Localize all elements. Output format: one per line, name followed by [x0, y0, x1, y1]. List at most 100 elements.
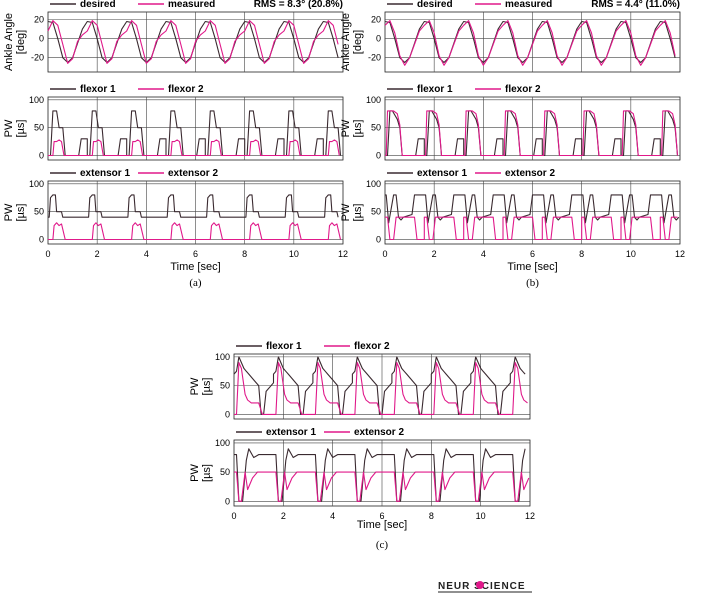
x-tick-label: 12: [675, 249, 685, 259]
series-line-extensor-1: [48, 194, 339, 218]
y-tick-label: 50: [34, 207, 44, 217]
x-tick-label: 2: [432, 249, 437, 259]
y-tick-label: 100: [215, 352, 230, 362]
y-tick-label: 0: [376, 151, 381, 161]
legend-label: measured: [168, 0, 215, 10]
x-axis-label: Time [sec]: [357, 519, 407, 531]
panel-1: 0 50 100 PW[µs] flexor 1 flexor 2: [340, 84, 681, 161]
x-tick-label: 2: [281, 511, 286, 521]
y-tick-label: 0: [225, 496, 230, 506]
legend-label: flexor 2: [354, 341, 390, 352]
y-tick-label: 100: [215, 438, 230, 448]
legend-label: extensor 2: [168, 168, 218, 179]
subfigure-caption: (c): [376, 539, 389, 551]
legend-label: flexor 1: [266, 341, 302, 352]
y-axis-label: Ankle Angle[deg]: [3, 13, 27, 71]
legend-label: extensor 1: [417, 168, 467, 179]
panel-0: -20 0 20 Ankle Angle[deg] desired measured RMS…: [3, 0, 344, 73]
y-tick-label: 0: [39, 235, 44, 245]
y-axis-label: PW[µs]: [340, 203, 364, 221]
x-tick-label: 0: [231, 511, 236, 521]
y-tick-label: -20: [31, 53, 44, 63]
series-line-extensor-2: [234, 471, 530, 502]
series-line-flexor-2: [234, 362, 528, 415]
y-axis-label: PW[µs]: [189, 464, 213, 482]
x-tick-label: 6: [530, 249, 535, 259]
y-tick-label: 0: [39, 34, 44, 44]
y-tick-label: 100: [366, 95, 381, 105]
series-line-measured: [384, 20, 676, 66]
series-line-flexor-1: [48, 110, 342, 157]
y-tick-label: 50: [371, 207, 381, 217]
x-tick-label: 12: [525, 511, 535, 521]
legend-label: extensor 2: [354, 427, 404, 438]
y-axis-label: PW[µs]: [189, 377, 213, 395]
y-tick-label: 0: [376, 34, 381, 44]
x-tick-label: 4: [481, 249, 486, 259]
legend-label: extensor 1: [266, 427, 316, 438]
rms-annotation: RMS = 8.3° (20.8%): [254, 0, 343, 10]
legend-label: flexor 1: [80, 84, 116, 95]
legend-label: desired: [417, 0, 453, 10]
y-tick-label: 50: [220, 381, 230, 391]
x-tick-label: 10: [476, 511, 486, 521]
legend-label: flexor 2: [168, 84, 204, 95]
legend-label: flexor 1: [417, 84, 453, 95]
y-tick-label: 50: [371, 123, 381, 133]
legend-label: extensor 1: [80, 168, 130, 179]
rms-annotation: RMS = 4.4° (11.0%): [591, 0, 680, 10]
legend-label: extensor 2: [505, 168, 555, 179]
y-tick-label: 20: [371, 15, 381, 25]
series-line-flexor-2: [385, 110, 679, 157]
panel-1: 0 50 100 PW[µs] flexor 1 flexor 2: [3, 84, 344, 161]
legend-label: flexor 2: [505, 84, 541, 95]
x-axis-label: Time [sec]: [170, 261, 220, 273]
subfigure-caption: (a): [189, 277, 202, 289]
y-tick-label: 0: [225, 409, 230, 419]
y-tick-label: -20: [368, 53, 381, 63]
y-tick-label: 100: [366, 179, 381, 189]
panel-0: -20 0 20 Ankle Angle[deg] desired measured RMS…: [340, 0, 681, 73]
legend-label: measured: [505, 0, 552, 10]
x-tick-label: 8: [579, 249, 584, 259]
y-axis-label: PW[µs]: [3, 119, 27, 137]
x-tick-label: 12: [338, 249, 348, 259]
legend-label: desired: [80, 0, 116, 10]
x-tick-label: 4: [144, 249, 149, 259]
x-axis-label: Time [sec]: [507, 261, 557, 273]
x-tick-label: 8: [242, 249, 247, 259]
y-tick-label: 50: [34, 123, 44, 133]
panel-2: 0 50 100 PW[µs] extensor 1 extensor 2 0 2 4 6 8 10 1…: [340, 168, 685, 273]
y-tick-label: 0: [376, 235, 381, 245]
logo-neuroscience: NEUR SCIENCE: [438, 581, 532, 593]
x-tick-label: 0: [45, 249, 50, 259]
panel-2: 0 50 100 PW[µs] extensor 1 extensor 2 0 2 4 6 8 10 1…: [3, 168, 348, 273]
x-tick-label: 8: [429, 511, 434, 521]
x-tick-label: 4: [330, 511, 335, 521]
x-tick-label: 10: [626, 249, 636, 259]
logo-flower-icon: [476, 581, 484, 589]
subfigure-caption: (b): [526, 277, 539, 289]
series-line-desired: [384, 20, 676, 64]
y-tick-label: 50: [220, 467, 230, 477]
y-axis-label: PW[µs]: [3, 203, 27, 221]
series-line-extensor-1: [385, 194, 680, 224]
y-tick-label: 20: [34, 15, 44, 25]
x-tick-label: 2: [95, 249, 100, 259]
x-tick-label: 6: [379, 511, 384, 521]
panel-0: 0 50 100 PW[µs] flexor 1 flexor 2: [189, 341, 531, 420]
x-tick-label: 6: [193, 249, 198, 259]
x-tick-label: 0: [382, 249, 387, 259]
x-tick-label: 10: [289, 249, 299, 259]
series-line-extensor-2: [385, 216, 678, 241]
y-axis-label: Ankle Angle[deg]: [340, 13, 364, 71]
series-line-extensor-2: [48, 222, 342, 241]
y-axis-label: PW[µs]: [340, 119, 364, 137]
series-line-flexor-2: [48, 139, 340, 157]
series-line-measured: [47, 20, 339, 64]
y-tick-label: 100: [29, 179, 44, 189]
